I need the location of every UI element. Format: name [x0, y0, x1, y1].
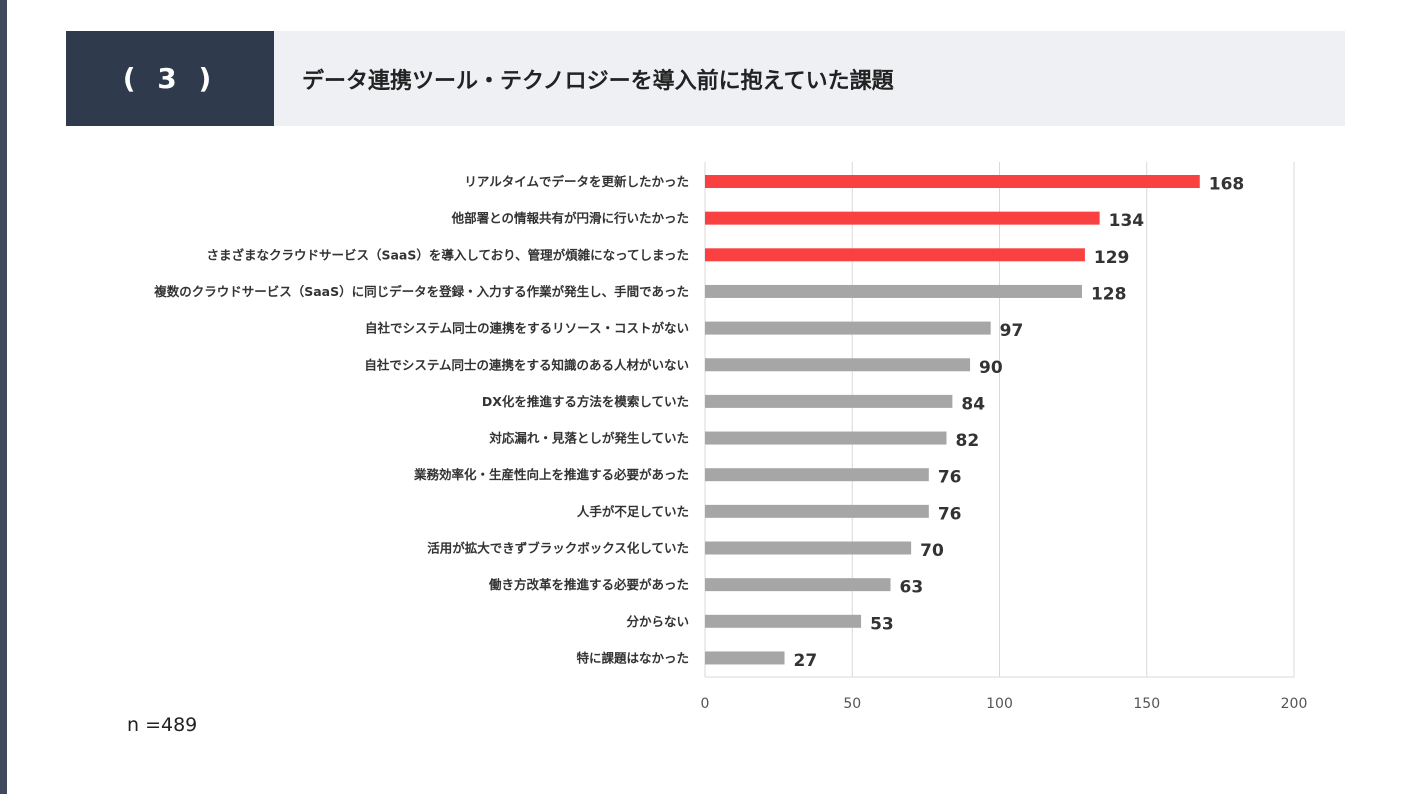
category-label: 業務効率化・生産性向上を推進する必要があった: [413, 467, 689, 482]
data-label: 63: [900, 578, 924, 598]
bar: [705, 394, 953, 408]
x-tick-label: 50: [843, 696, 861, 712]
category-label: 対応漏れ・見落としが発生していた: [488, 431, 689, 446]
data-label: 76: [938, 468, 962, 488]
category-label: 他部署との情報共有が円滑に行いたかった: [451, 211, 689, 226]
category-label: 分からない: [626, 614, 689, 629]
data-label: 76: [938, 504, 962, 524]
data-label: 82: [955, 431, 979, 451]
bar: [705, 358, 971, 372]
category-label: 特に課題はなかった: [576, 650, 689, 665]
data-label: 129: [1094, 248, 1130, 268]
bar: [705, 284, 1082, 298]
bar: [705, 468, 929, 482]
category-label: DX化を推進する方法を模索していた: [482, 394, 689, 409]
data-label: 53: [870, 614, 894, 634]
category-label: 自社でシステム同士の連携をするリソース・コストがない: [365, 321, 689, 336]
x-tick-label: 0: [701, 696, 710, 712]
x-tick-label: 100: [986, 696, 1013, 712]
category-label: 働き方改革を推進する必要があった: [488, 577, 689, 592]
data-label: 134: [1109, 211, 1145, 231]
category-label: 複数のクラウドサービス（SaaS）に同じデータを登録・入力する作業が発生し、手間…: [153, 284, 689, 299]
sample-size: n =489: [127, 714, 198, 736]
bar: [705, 431, 947, 445]
bar: [705, 248, 1085, 262]
data-label: 70: [920, 541, 944, 561]
bar: [705, 504, 929, 518]
left-edge-bar: [0, 0, 7, 794]
category-label: リアルタイムでデータを更新したかった: [464, 174, 689, 189]
page-title: データ連携ツール・テクノロジーを導入前に抱えていた課題: [302, 68, 894, 94]
x-tick-label: 200: [1281, 696, 1308, 712]
category-label: 活用が拡大できずブラックボックス化していた: [427, 541, 689, 556]
category-label: さまざまなクラウドサービス（SaaS）を導入しており、管理が煩雑になってしまった: [206, 247, 689, 262]
data-label: 90: [979, 358, 1003, 378]
data-label: 97: [1000, 321, 1024, 341]
data-label: 168: [1209, 175, 1245, 195]
bar: [705, 541, 912, 555]
bar: [705, 211, 1100, 225]
section-number: ( 3 ): [66, 31, 274, 126]
category-label: 人手が不足していた: [577, 504, 689, 519]
category-label: 自社でシステム同士の連携をする知識のある人材がいない: [364, 357, 689, 372]
bar: [705, 175, 1200, 188]
data-label: 84: [961, 394, 985, 414]
data-label: 27: [794, 651, 818, 671]
bar: [705, 614, 862, 628]
bar: [705, 578, 891, 592]
header-title-box: データ連携ツール・テクノロジーを導入前に抱えていた課題: [274, 31, 1345, 126]
bar: [705, 321, 991, 335]
bar: [705, 651, 785, 665]
x-tick-label: 150: [1133, 696, 1160, 712]
data-label: 128: [1091, 284, 1127, 304]
